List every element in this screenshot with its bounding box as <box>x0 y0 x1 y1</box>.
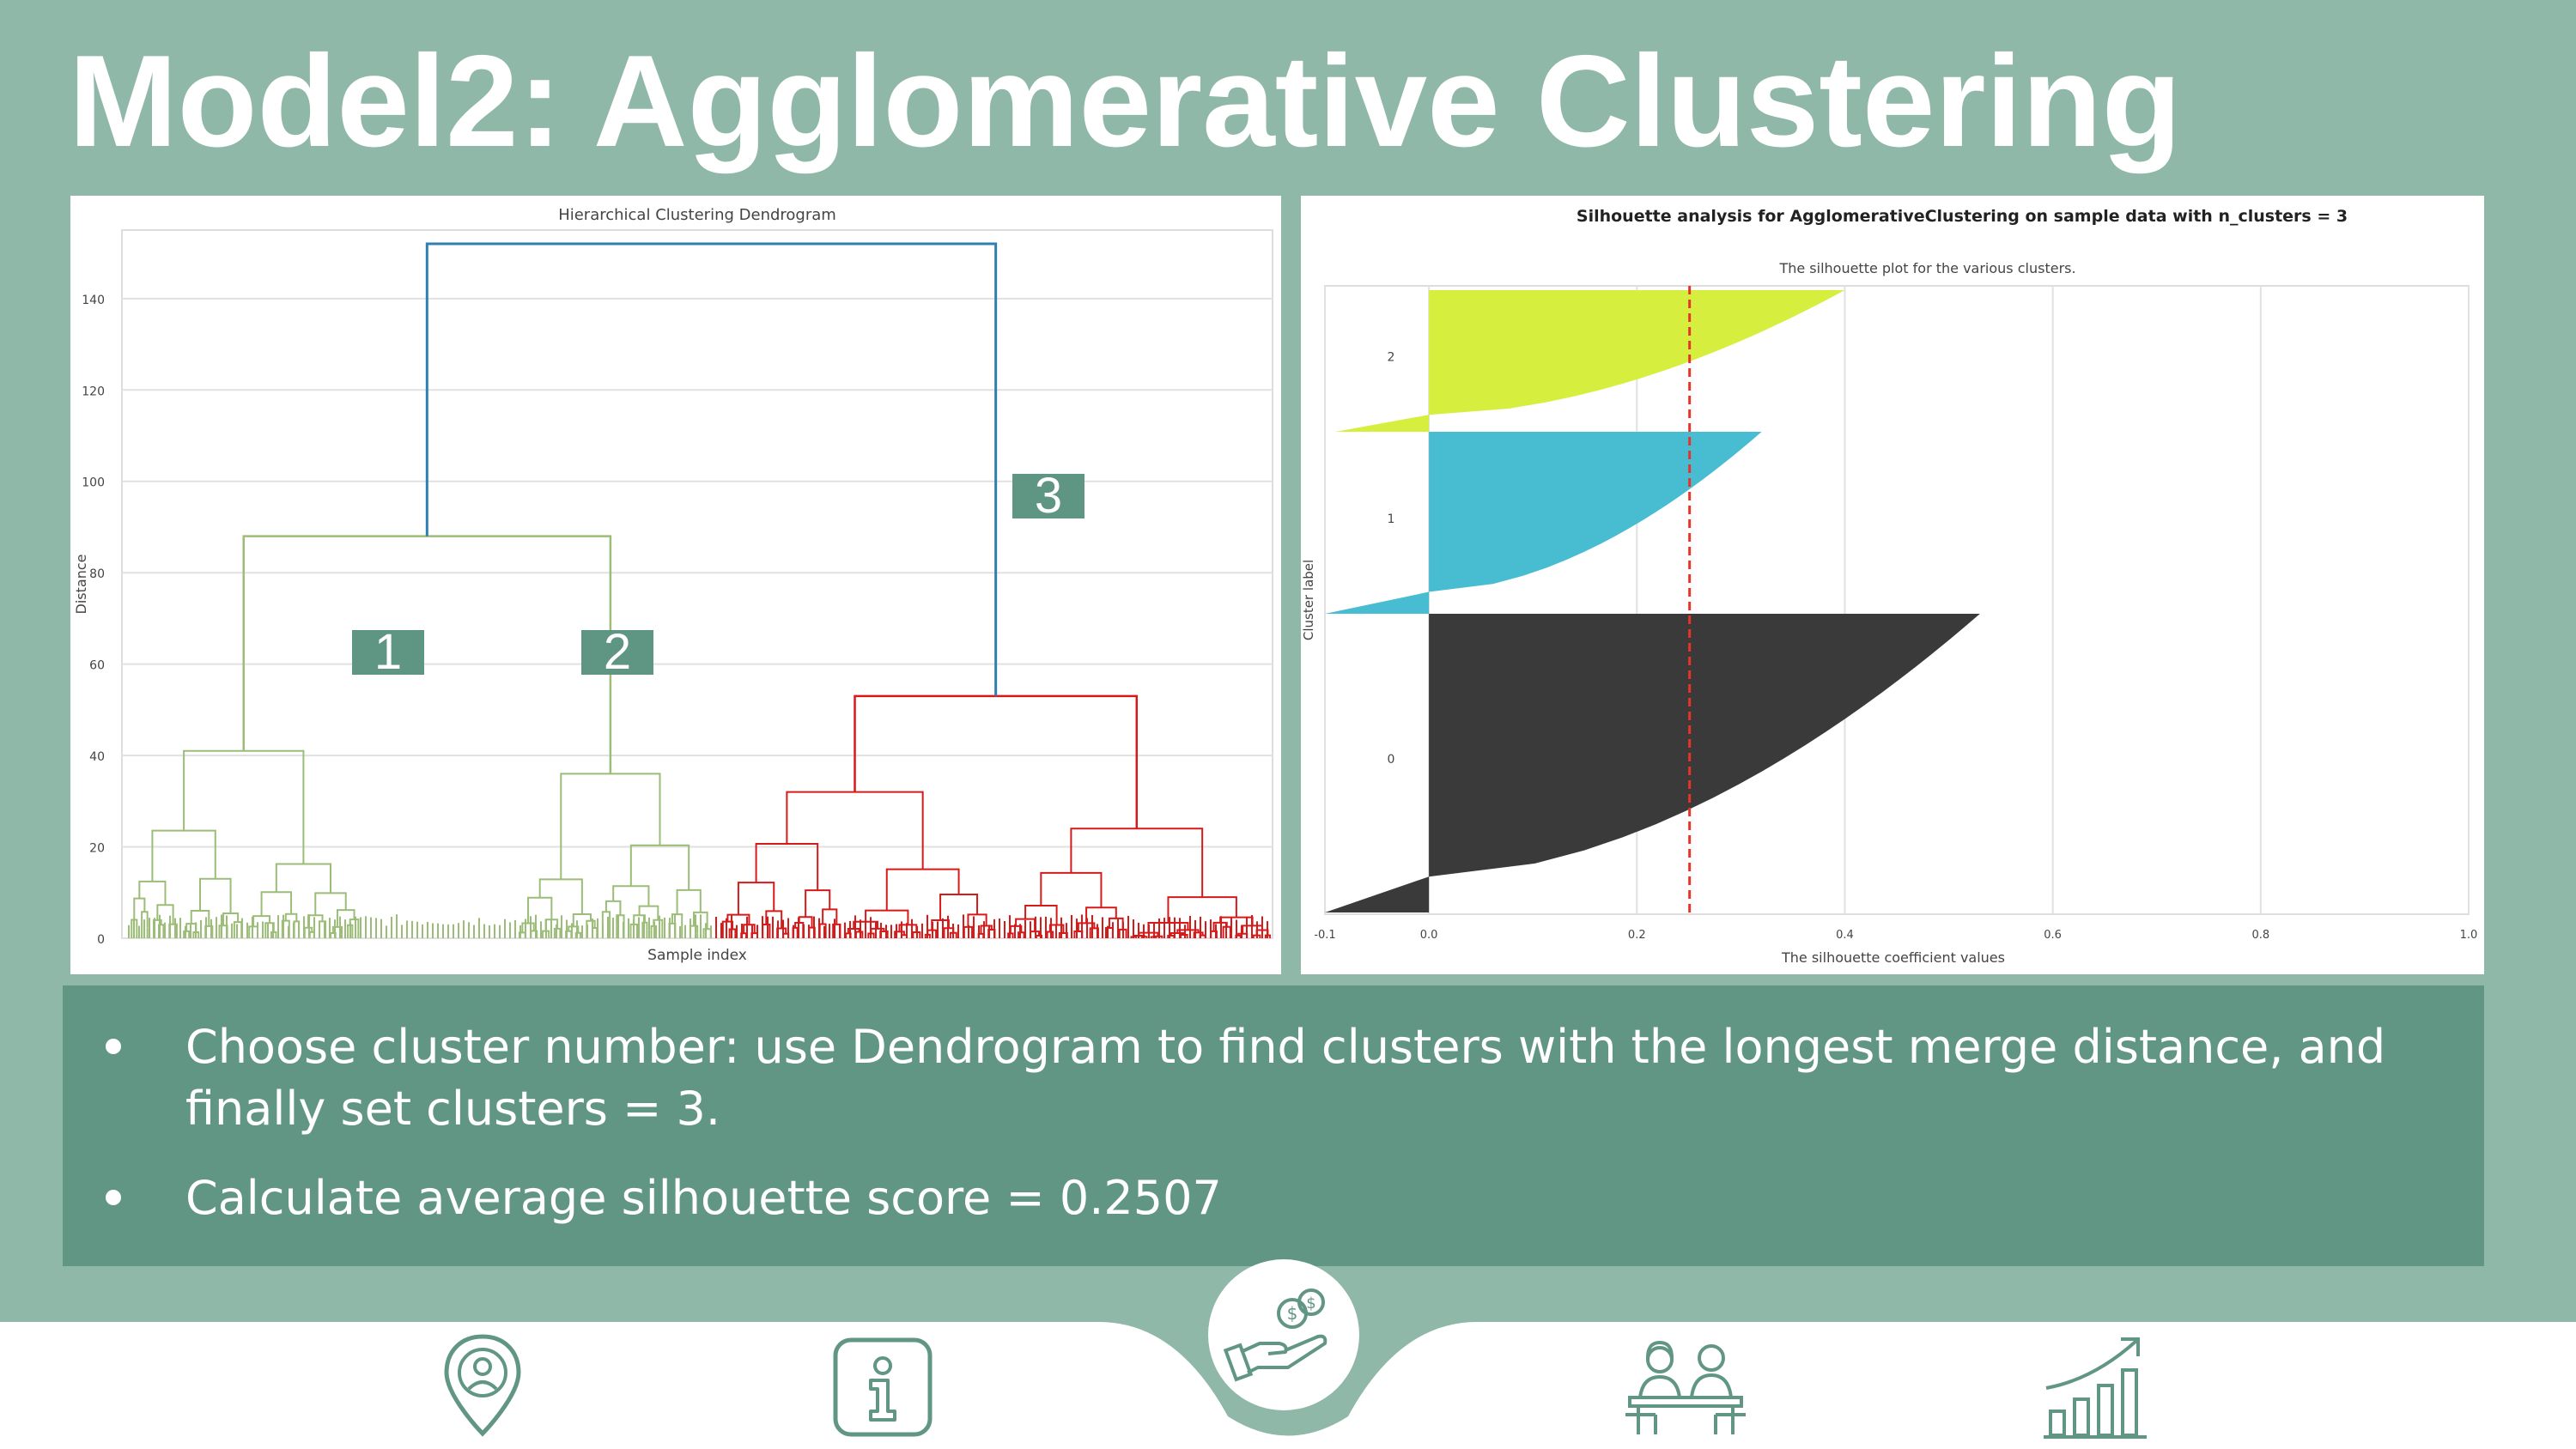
green-branch-link <box>605 900 622 916</box>
chart-title: Silhouette analysis for AgglomerativeClu… <box>1577 207 2348 226</box>
page-title: Model2: Agglomerative Clustering <box>69 28 2182 174</box>
bullet-text: Choose cluster number: use Dendrogram to… <box>185 1020 2386 1136</box>
money-hand-icon[interactable]: $ $ <box>1206 1258 1361 1412</box>
y-tick-label: 80 <box>89 567 105 581</box>
svg-text:$: $ <box>1306 1294 1315 1313</box>
dendrogram-chart: 0 20 40 60 80 100 120 140 Hierarchical Clusterin… <box>73 206 1273 964</box>
bullet-dot <box>106 1039 121 1054</box>
chart-subtitle: The silhouette plot for the various clus… <box>1778 260 2075 276</box>
y-tick-label: 0 <box>97 933 105 947</box>
red-branch-link <box>743 924 756 934</box>
plot-area <box>121 229 1273 939</box>
red-branch-link <box>939 894 979 920</box>
x-axis-label: Sample index <box>647 947 747 964</box>
red-branch-link <box>1193 931 1204 936</box>
bullet-text: Calculate average silhouette score = 0.2… <box>185 1171 1222 1225</box>
y-tick-label: 140 <box>82 294 105 307</box>
green-branch-link <box>629 844 690 890</box>
svg-text:$: $ <box>1287 1303 1298 1324</box>
green-branch-link <box>671 913 683 929</box>
red-branch-link <box>967 913 987 927</box>
x-tick-label: 0.4 <box>1836 929 1854 942</box>
y-tick-label: 60 <box>89 659 105 673</box>
x-axis-label: The silhouette coefficient values <box>1781 949 2005 966</box>
red-branch-link <box>865 909 909 925</box>
green-branch-link <box>676 888 702 915</box>
red-branch-link <box>721 920 734 931</box>
silhouette-panel: Silhouette analysis for AgglomerativeClu… <box>1301 196 2484 974</box>
silhouette-band-0 <box>1325 614 1980 912</box>
bullet-box: Choose cluster number: use Dendrogram to… <box>63 985 2484 1266</box>
red-branch-link <box>1170 932 1185 936</box>
meeting-people-icon[interactable] <box>1621 1336 1750 1439</box>
silhouette-band-2 <box>1335 290 1845 432</box>
cluster-marker-1: 1 <box>352 627 424 677</box>
bullet-dot <box>106 1190 121 1205</box>
green-branch-link <box>538 878 583 914</box>
green-branch-link <box>131 919 138 931</box>
cluster-marker-3: 3 <box>1012 471 1084 521</box>
red-branch-link <box>728 928 737 934</box>
x-tick-label: 0.8 <box>2251 929 2269 942</box>
root-link <box>425 242 998 696</box>
y-tick-label: 120 <box>82 385 105 398</box>
silhouette-chart: Silhouette analysis for AgglomerativeClu… <box>1301 207 2478 966</box>
green-branch-link <box>553 927 562 934</box>
green-branch-link <box>349 919 360 931</box>
green-branch-link <box>314 892 347 916</box>
cluster-marker-2: 2 <box>581 627 653 677</box>
cluster-label: 2 <box>1388 351 1395 365</box>
y-tick-label: 100 <box>82 476 105 490</box>
red-branch-link <box>1085 906 1117 924</box>
chart-title: Hierarchical Clustering Dendrogram <box>558 206 836 224</box>
red-branch-link <box>894 931 905 937</box>
green-branch-link <box>612 885 650 906</box>
x-tick-label: 0.0 <box>1420 929 1438 942</box>
green-branch-link <box>190 909 210 926</box>
y-tick-label: 20 <box>89 842 105 856</box>
green-branch-link <box>638 905 659 920</box>
cluster-label: 0 <box>1388 753 1395 767</box>
green-branch-link <box>521 922 535 933</box>
green-branch-link <box>527 896 553 924</box>
y-axis-label: Distance <box>73 555 89 615</box>
growth-chart-icon[interactable] <box>2042 1332 2149 1440</box>
green-branch-link <box>693 911 708 930</box>
bullet-item: Choose cluster number: use Dendrogram to… <box>63 1016 2484 1145</box>
green-branch-link <box>252 915 271 927</box>
bullet-item: Calculate average silhouette score = 0.2… <box>63 1167 2484 1236</box>
location-person-icon[interactable] <box>440 1332 526 1440</box>
red-branch-link <box>1040 871 1103 908</box>
x-tick-label: -0.1 <box>1314 929 1335 942</box>
x-tick-label: 1.0 <box>2460 929 2478 942</box>
red-branch-link <box>1048 924 1065 933</box>
green-branch-link <box>568 925 580 933</box>
x-tick-label: 0.6 <box>2044 929 2062 942</box>
y-axis-label: Cluster label <box>1301 560 1316 640</box>
green-branch-link <box>156 904 174 925</box>
dendrogram-panel: 0 20 40 60 80 100 120 140 Hierarchical Clusterin… <box>70 196 1281 974</box>
silhouette-band-1 <box>1325 432 1762 614</box>
info-icon[interactable] <box>831 1336 934 1439</box>
y-tick-label: 40 <box>89 750 105 764</box>
x-tick-label: 0.2 <box>1628 929 1646 942</box>
cluster-label: 1 <box>1388 512 1395 526</box>
